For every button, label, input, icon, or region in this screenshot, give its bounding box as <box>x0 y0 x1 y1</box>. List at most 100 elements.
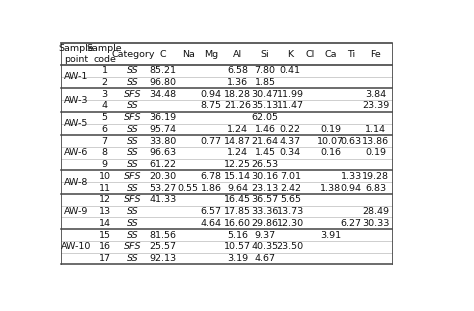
Text: 85.21: 85.21 <box>149 66 176 75</box>
Text: 0.19: 0.19 <box>320 125 341 134</box>
Text: 11.99: 11.99 <box>277 90 304 99</box>
Text: 36.57: 36.57 <box>252 195 279 204</box>
Text: Ti: Ti <box>347 49 356 58</box>
Text: 29.86: 29.86 <box>252 219 279 228</box>
Text: 1.33: 1.33 <box>341 172 362 181</box>
Text: 0.55: 0.55 <box>178 183 199 193</box>
Text: 18.28: 18.28 <box>224 90 251 99</box>
Text: Sample
code: Sample code <box>87 44 122 64</box>
Text: 10: 10 <box>99 172 110 181</box>
Text: 1.24: 1.24 <box>227 125 248 134</box>
Text: 4.37: 4.37 <box>280 137 301 146</box>
Text: 17: 17 <box>99 254 110 263</box>
Text: Si: Si <box>261 49 269 58</box>
Text: 17.85: 17.85 <box>224 207 251 216</box>
Text: 4: 4 <box>101 101 108 110</box>
Text: 5.16: 5.16 <box>227 230 248 239</box>
Text: 14.87: 14.87 <box>224 137 251 146</box>
Text: 61.22: 61.22 <box>149 160 176 169</box>
Text: AW-1: AW-1 <box>64 72 88 81</box>
Text: 35.13: 35.13 <box>252 101 279 110</box>
Text: 13: 13 <box>99 207 111 216</box>
Text: 0.22: 0.22 <box>280 125 301 134</box>
Text: 6.58: 6.58 <box>227 66 248 75</box>
Text: 7.01: 7.01 <box>280 172 301 181</box>
Text: SS: SS <box>128 78 139 87</box>
Text: Sample
point: Sample point <box>58 44 94 64</box>
Text: 0.63: 0.63 <box>341 137 362 146</box>
Text: 23.39: 23.39 <box>362 101 390 110</box>
Text: 1.86: 1.86 <box>201 183 222 193</box>
Text: 41.33: 41.33 <box>149 195 176 204</box>
Text: SS: SS <box>128 160 139 169</box>
Text: 4.67: 4.67 <box>255 254 276 263</box>
Text: 13.73: 13.73 <box>277 207 304 216</box>
Text: AW-9: AW-9 <box>64 207 88 216</box>
Text: 13.86: 13.86 <box>362 137 390 146</box>
Text: Fe: Fe <box>371 49 381 58</box>
Text: Mg: Mg <box>204 49 219 58</box>
Text: 5.65: 5.65 <box>280 195 301 204</box>
Text: 36.19: 36.19 <box>149 113 176 122</box>
Text: 6: 6 <box>101 125 108 134</box>
Text: 0.94: 0.94 <box>201 90 222 99</box>
Text: 0.34: 0.34 <box>280 148 301 157</box>
Text: 1.46: 1.46 <box>255 125 276 134</box>
Text: 0.16: 0.16 <box>320 148 341 157</box>
Text: 0.94: 0.94 <box>341 183 362 193</box>
Text: 1.38: 1.38 <box>320 183 341 193</box>
Text: Na: Na <box>182 49 195 58</box>
Text: 40.35: 40.35 <box>252 242 279 251</box>
Text: 6.78: 6.78 <box>201 172 222 181</box>
Text: 7.80: 7.80 <box>255 66 276 75</box>
Text: 33.80: 33.80 <box>149 137 176 146</box>
Text: 12: 12 <box>99 195 110 204</box>
Text: 25.57: 25.57 <box>149 242 176 251</box>
Text: 7: 7 <box>101 137 108 146</box>
Text: SS: SS <box>128 230 139 239</box>
Text: 21.26: 21.26 <box>224 101 251 110</box>
Text: 1.36: 1.36 <box>227 78 248 87</box>
Text: 3: 3 <box>101 90 108 99</box>
Text: 21.64: 21.64 <box>252 137 279 146</box>
Text: 30.16: 30.16 <box>252 172 279 181</box>
Text: 15: 15 <box>99 230 110 239</box>
Text: 12.25: 12.25 <box>224 160 251 169</box>
Text: 9: 9 <box>101 160 108 169</box>
Text: 3.84: 3.84 <box>365 90 386 99</box>
Text: SS: SS <box>128 137 139 146</box>
Text: 95.74: 95.74 <box>149 125 176 134</box>
Text: 1.14: 1.14 <box>365 125 386 134</box>
Text: AW-3: AW-3 <box>64 95 88 104</box>
Text: SS: SS <box>128 66 139 75</box>
Text: Category: Category <box>111 49 155 58</box>
Text: 23.13: 23.13 <box>252 183 279 193</box>
Text: 1.85: 1.85 <box>255 78 276 87</box>
Text: 30.47: 30.47 <box>252 90 279 99</box>
Text: 9.37: 9.37 <box>255 230 276 239</box>
Text: 28.49: 28.49 <box>363 207 390 216</box>
Text: 10.57: 10.57 <box>224 242 251 251</box>
Text: 1: 1 <box>101 66 108 75</box>
Text: 15.14: 15.14 <box>224 172 251 181</box>
Text: 2: 2 <box>101 78 108 87</box>
Text: 12.30: 12.30 <box>277 219 304 228</box>
Text: 33.36: 33.36 <box>252 207 279 216</box>
Text: 34.48: 34.48 <box>149 90 176 99</box>
Text: SFS: SFS <box>124 242 142 251</box>
Text: 1.24: 1.24 <box>227 148 248 157</box>
Text: SS: SS <box>128 148 139 157</box>
Text: 0.77: 0.77 <box>201 137 222 146</box>
Text: 62.05: 62.05 <box>252 113 279 122</box>
Text: 0.19: 0.19 <box>365 148 386 157</box>
Text: 30.33: 30.33 <box>362 219 390 228</box>
Text: 8: 8 <box>101 148 108 157</box>
Text: 6.27: 6.27 <box>341 219 362 228</box>
Text: 3.19: 3.19 <box>227 254 248 263</box>
Text: SS: SS <box>128 125 139 134</box>
Text: SFS: SFS <box>124 113 142 122</box>
Text: 3.91: 3.91 <box>320 230 341 239</box>
Text: 11: 11 <box>99 183 110 193</box>
Text: AW-10: AW-10 <box>61 242 91 251</box>
Text: SS: SS <box>128 219 139 228</box>
